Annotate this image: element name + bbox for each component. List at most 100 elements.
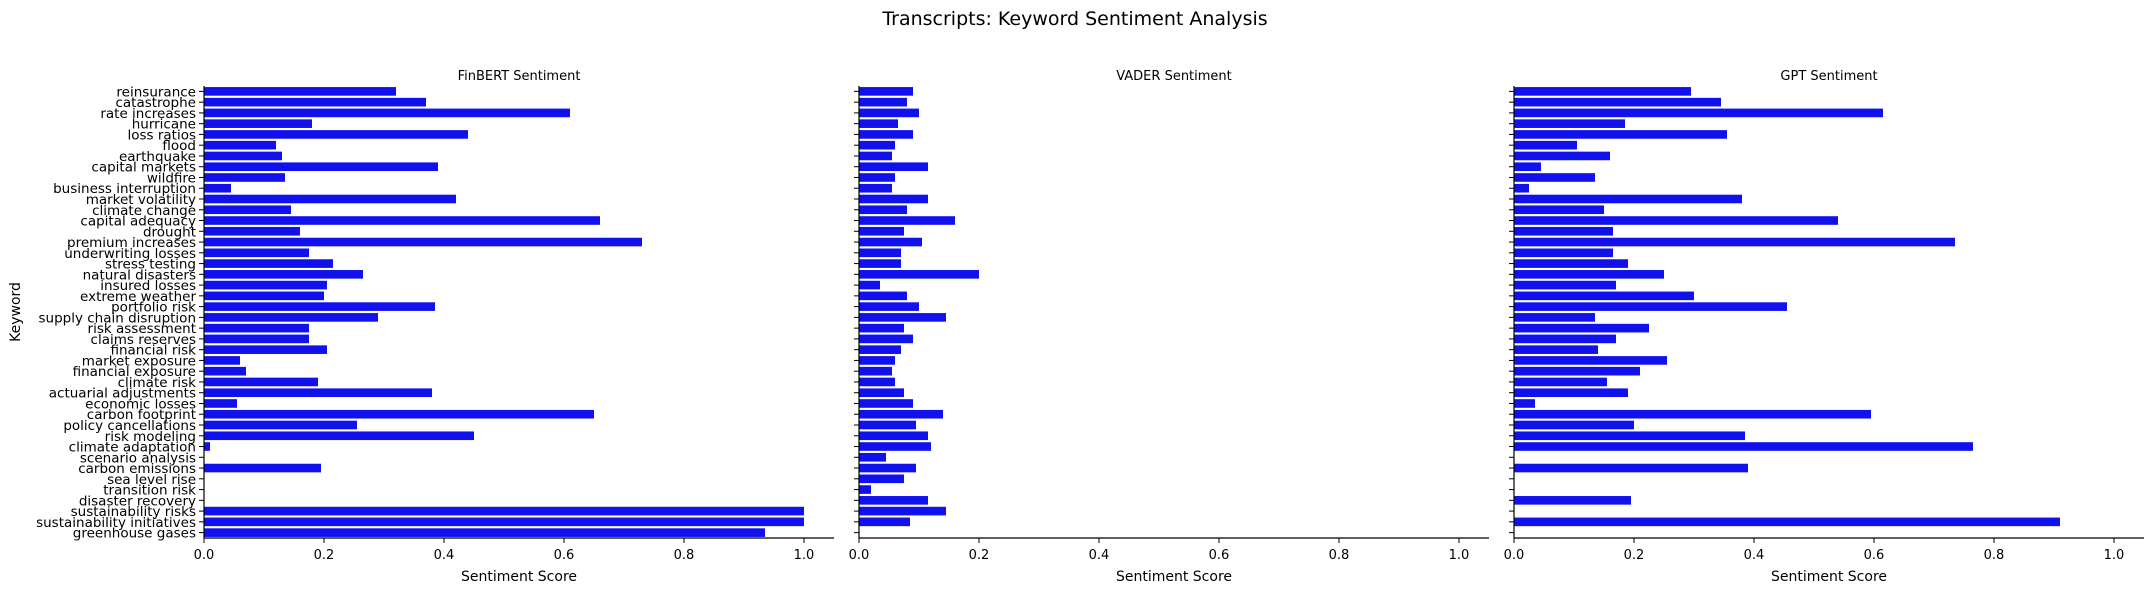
y-tick-label: reinsurance (116, 84, 196, 100)
bar (1514, 399, 1535, 408)
bar (859, 270, 979, 279)
bar (1514, 377, 1607, 387)
bar (1514, 431, 1745, 441)
bar (1514, 366, 1640, 376)
bar (859, 399, 913, 408)
bar (859, 485, 871, 494)
bar (204, 517, 804, 527)
y-tick-label: catastrophe (115, 95, 196, 111)
y-tick-label: premium increases (67, 235, 196, 251)
x-tick-label: 0.8 (1329, 548, 1350, 563)
bar (859, 151, 892, 161)
x-tick-label: 0.4 (1744, 548, 1765, 563)
bar (1514, 119, 1625, 128)
y-tick-label: climate adaptation (69, 440, 196, 456)
bar (1514, 313, 1595, 322)
bar (1514, 334, 1616, 344)
bar (1514, 517, 2060, 527)
y-tick-label: disaster recovery (79, 493, 196, 509)
x-axis-label: Sentiment Score (461, 569, 577, 585)
bar (204, 420, 357, 430)
bar (204, 388, 432, 398)
bar (204, 259, 333, 268)
bar (204, 237, 642, 247)
bar (1514, 97, 1721, 107)
bar (1514, 291, 1694, 301)
bar (859, 108, 919, 118)
x-axis-label: Sentiment Score (1771, 569, 1887, 585)
bar (204, 173, 285, 182)
y-tick-label: actuarial adjustments (49, 386, 196, 402)
bar (1514, 323, 1649, 333)
bar (204, 87, 396, 96)
x-tick-label: 1.0 (794, 548, 815, 563)
bar (1514, 194, 1742, 204)
x-tick-label: 0.0 (849, 548, 870, 563)
x-axis-label: Sentiment Score (1116, 569, 1232, 585)
x-tick-label: 0.0 (1504, 548, 1525, 563)
bar (204, 140, 276, 150)
y-tick-label: sea level rise (107, 472, 196, 488)
y-tick-label: financial exposure (73, 364, 196, 380)
bar (859, 388, 904, 398)
bar (1514, 205, 1604, 215)
panel-1: FinBERT Sentimentreinsurancecatastropher… (36, 69, 834, 585)
bar (859, 496, 928, 505)
y-tick-label: market volatility (86, 192, 196, 208)
bar (859, 420, 916, 430)
figure-title: Transcripts: Keyword Sentiment Analysis (881, 8, 1267, 30)
bar (859, 291, 907, 301)
panel-3: GPT Sentiment 0.0 0.2 0.4 0.6 0.8 1.0 Sentiment… (1504, 69, 2144, 585)
bar (859, 216, 955, 225)
y-tick-label: rate increases (100, 106, 196, 122)
panels: FinBERT Sentimentreinsurancecatastropher… (36, 69, 2144, 585)
bar (859, 474, 904, 484)
bar (204, 409, 594, 419)
bar (859, 334, 913, 344)
bar (204, 528, 765, 537)
y-tick-label: natural disasters (83, 267, 196, 283)
bar (204, 216, 600, 225)
y-tick-label: capital markets (91, 160, 196, 176)
bar (204, 356, 240, 365)
y-tick-label: capital adequacy (80, 214, 196, 230)
bar (859, 226, 904, 236)
panel-title: FinBERT Sentiment (458, 69, 581, 84)
x-tick-label: 0.6 (1209, 548, 1230, 563)
bar (204, 431, 474, 441)
bar (859, 323, 904, 333)
y-tick-label: earthquake (119, 149, 196, 165)
y-axis-label: Keyword (8, 282, 24, 342)
bar (204, 463, 321, 473)
bar (859, 506, 946, 516)
y-tick-label: transition risk (103, 483, 196, 499)
y-tick-label: risk modeling (105, 429, 196, 445)
bar (859, 409, 943, 419)
bar (1514, 442, 1973, 451)
bar (204, 183, 231, 193)
bar (1514, 162, 1541, 172)
y-tick-label: portfolio risk (111, 300, 196, 316)
bar (1514, 130, 1727, 139)
bar (859, 302, 919, 311)
bar (1514, 345, 1598, 354)
bar (859, 366, 892, 376)
bar (1514, 270, 1664, 279)
x-tick-label: 0.2 (314, 548, 335, 563)
y-tick-label: market exposure (82, 353, 196, 369)
x-tick-label: 0.2 (969, 548, 990, 563)
bar (859, 237, 922, 247)
bar (1514, 259, 1628, 268)
x-tick-label: 0.4 (1089, 548, 1110, 563)
bar (859, 356, 895, 365)
y-tick-label: climate risk (118, 375, 197, 391)
y-tick-label: scenario analysis (80, 450, 196, 466)
bar (1514, 87, 1691, 96)
panel-title: GPT Sentiment (1780, 69, 1877, 84)
bar (859, 130, 913, 139)
bar (859, 452, 886, 462)
y-tick-label: wildfire (147, 170, 196, 186)
y-tick-label: claims reserves (91, 332, 196, 348)
y-tick-label: stress testing (105, 257, 196, 273)
x-tick-label: 0.0 (194, 548, 215, 563)
